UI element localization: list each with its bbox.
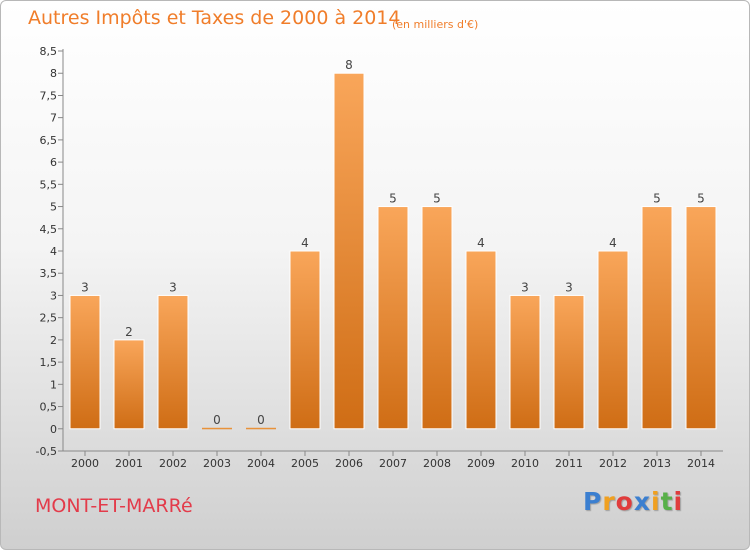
x-tick-label: 2010 xyxy=(511,457,539,470)
y-tick-label: 5 xyxy=(50,201,57,214)
bar-2004 xyxy=(246,427,276,430)
x-tick-label: 2014 xyxy=(687,457,715,470)
x-tick-label: 2001 xyxy=(115,457,143,470)
logo-letter: i xyxy=(673,487,684,516)
bar-2003 xyxy=(202,427,232,430)
data-label-2012: 4 xyxy=(609,236,617,250)
bar-2005 xyxy=(289,250,321,430)
data-label-2005: 4 xyxy=(301,236,309,250)
x-tick-label: 2011 xyxy=(555,457,583,470)
x-tick-label: 2012 xyxy=(599,457,627,470)
data-label-2006: 8 xyxy=(345,58,353,72)
x-tick-label: 2007 xyxy=(379,457,407,470)
y-tick-label: 4,5 xyxy=(40,223,58,236)
y-tick-label: 1,5 xyxy=(40,356,58,369)
bar-2013 xyxy=(641,206,673,430)
y-tick-label: 8 xyxy=(50,67,57,80)
y-tick-label: 8,5 xyxy=(40,45,58,58)
y-tick-label: 2 xyxy=(50,334,57,347)
data-label-2001: 2 xyxy=(125,325,133,339)
x-tick-label: 2005 xyxy=(291,457,319,470)
logo-letter: o xyxy=(615,487,634,516)
logo-letter: P xyxy=(583,487,603,516)
y-tick-label: 6 xyxy=(50,156,57,169)
y-tick-label: 7 xyxy=(50,112,57,125)
logo-letter: t xyxy=(660,487,674,516)
logo-letter: i xyxy=(651,487,661,516)
data-label-2002: 3 xyxy=(169,280,177,294)
data-label-2004: 0 xyxy=(257,413,265,427)
y-tick-label: 2,5 xyxy=(40,312,58,325)
bar-2000 xyxy=(69,294,101,430)
data-label-2013: 5 xyxy=(653,192,661,206)
bar-2002 xyxy=(157,294,189,430)
y-tick-label: 0,5 xyxy=(40,401,58,414)
data-label-2000: 3 xyxy=(81,280,89,294)
data-label-2014: 5 xyxy=(697,192,705,206)
bar-2012 xyxy=(597,250,629,430)
x-tick-label: 2002 xyxy=(159,457,187,470)
bar-2008 xyxy=(421,206,453,430)
data-label-2009: 4 xyxy=(477,236,485,250)
y-tick-label: -0,5 xyxy=(36,445,57,458)
bar-2009 xyxy=(465,250,497,430)
bar-2014 xyxy=(685,206,717,430)
bar-2010 xyxy=(509,294,541,430)
y-tick-label: 4 xyxy=(50,245,57,258)
data-label-2011: 3 xyxy=(565,280,573,294)
proxiti-logo: Proxiti xyxy=(583,487,683,516)
commune-name: MONT-ET-MARRé xyxy=(35,495,193,517)
y-tick-label: 1 xyxy=(50,378,57,391)
y-tick-label: 5,5 xyxy=(40,178,58,191)
bar-2001 xyxy=(113,339,145,430)
chart-title: Autres Impôts et Taxes de 2000 à 2014 xyxy=(28,7,401,29)
x-tick-label: 2003 xyxy=(203,457,231,470)
logo-letter: r xyxy=(602,487,616,516)
y-tick-label: 3 xyxy=(50,289,57,302)
logo-letter: x xyxy=(633,487,651,516)
data-label-2007: 5 xyxy=(389,192,397,206)
y-tick-label: 3,5 xyxy=(40,267,58,280)
x-tick-label: 2013 xyxy=(643,457,671,470)
y-tick-label: 0 xyxy=(50,423,57,436)
bar-2011 xyxy=(553,294,585,430)
x-tick-label: 2008 xyxy=(423,457,451,470)
bar-2007 xyxy=(377,206,409,430)
x-tick-label: 2000 xyxy=(71,457,99,470)
chart-subtitle: (en milliers d'€) xyxy=(392,18,479,31)
x-tick-label: 2009 xyxy=(467,457,495,470)
x-tick-label: 2004 xyxy=(247,457,275,470)
data-label-2008: 5 xyxy=(433,192,441,206)
data-label-2010: 3 xyxy=(521,280,529,294)
data-label-2003: 0 xyxy=(213,413,221,427)
y-tick-label: 6,5 xyxy=(40,134,58,147)
x-tick-label: 2006 xyxy=(335,457,363,470)
bar-2006 xyxy=(333,72,365,430)
y-tick-label: 7,5 xyxy=(40,89,58,102)
